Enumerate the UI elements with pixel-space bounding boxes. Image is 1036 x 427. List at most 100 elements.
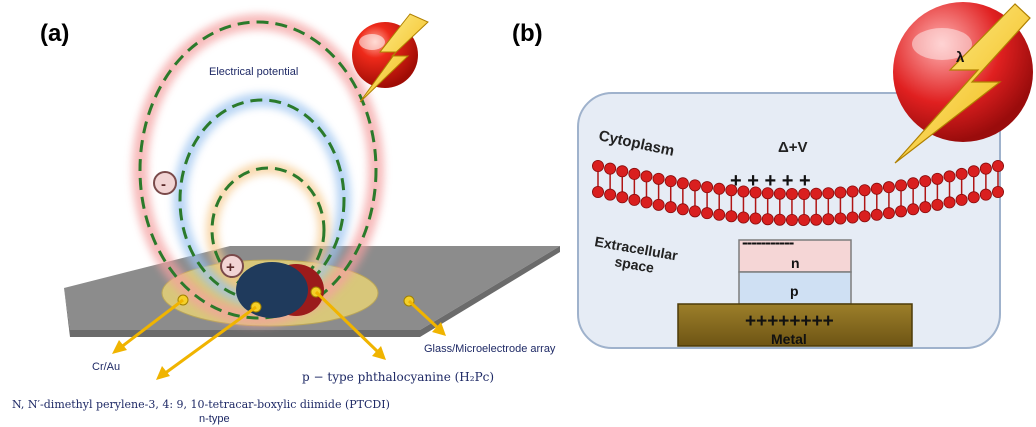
lipid-head xyxy=(676,177,689,190)
p-layer xyxy=(738,271,852,305)
ntype-label: n-type xyxy=(199,413,230,425)
lipid-head xyxy=(749,186,762,199)
lipid-head xyxy=(725,210,738,223)
lipid-head xyxy=(737,211,750,224)
n-layer xyxy=(738,239,852,273)
lipid-head xyxy=(592,159,605,172)
lightning-icon xyxy=(352,13,429,103)
lipid-head xyxy=(773,187,786,200)
lipid-head xyxy=(834,186,847,199)
lipid-head xyxy=(798,187,811,200)
cr-au-label: Cr/Au xyxy=(92,361,120,373)
metal-label: Metal xyxy=(771,331,807,347)
lipid-head xyxy=(810,187,823,200)
lipid-head xyxy=(919,175,932,188)
lipid-head xyxy=(749,212,762,225)
lipid-head xyxy=(979,188,992,201)
lipid-head xyxy=(931,198,944,211)
callout-arrows xyxy=(112,290,446,380)
lipid-head xyxy=(652,172,665,185)
metal-plus-charges: ++++++++ xyxy=(745,311,834,332)
lipid-head xyxy=(701,207,714,220)
lipid-head xyxy=(967,191,980,204)
n-minus-charges: ----------- xyxy=(742,233,794,252)
lipid-head xyxy=(919,201,932,214)
lipid-head xyxy=(870,182,883,195)
lipid-head xyxy=(895,179,908,192)
panel-a xyxy=(64,13,560,380)
lipid-head xyxy=(628,193,641,206)
lipid-head xyxy=(604,188,617,201)
lipid-head xyxy=(652,198,665,211)
lipid-head xyxy=(616,191,629,204)
electrical-potential-label: Electrical potential xyxy=(209,66,298,78)
lipid-head xyxy=(931,172,944,185)
potential-ring-outer xyxy=(138,20,378,320)
delta-v-label: Δ+V xyxy=(778,139,808,156)
glass-label: Glass/Microelectrode array xyxy=(424,343,556,355)
lipid-head xyxy=(992,185,1005,198)
lipid-head xyxy=(798,213,811,226)
lipid-head xyxy=(955,193,968,206)
lipid-head xyxy=(858,210,871,223)
lipid-head xyxy=(713,182,726,195)
lipid-head xyxy=(701,181,714,194)
lipid-head xyxy=(907,203,920,216)
light-icon xyxy=(893,2,1033,164)
lipid-head xyxy=(967,165,980,178)
lipid-head xyxy=(713,208,726,221)
lipid-head xyxy=(725,184,738,197)
lipid-bilayer xyxy=(592,159,1005,226)
metal-electrode xyxy=(677,303,913,347)
lipid-head xyxy=(955,167,968,180)
lipid-head xyxy=(810,213,823,226)
lipid-head xyxy=(834,212,847,225)
lipid-head xyxy=(895,205,908,218)
lipid-head xyxy=(688,205,701,218)
lipid-head xyxy=(664,201,677,214)
panel-b xyxy=(577,2,1033,349)
lipid-head xyxy=(773,213,786,226)
membrane-plus-charges: + + + + + xyxy=(730,170,811,192)
lipid-head xyxy=(870,208,883,221)
lipid-head xyxy=(882,207,895,220)
lipid-head xyxy=(640,196,653,209)
plus-sign: + xyxy=(226,259,235,276)
lipid-head xyxy=(822,213,835,226)
potential-ring-inner xyxy=(210,166,326,294)
panel-a-label: (a) xyxy=(40,20,69,47)
lipid-head xyxy=(761,187,774,200)
plus-charge-icon xyxy=(220,254,244,278)
ptcdi-label: N, N′-dimethyl perylene-3, 4: 9, 10-tetr… xyxy=(12,398,390,411)
lipid-head xyxy=(846,211,859,224)
n-label: n xyxy=(791,255,800,271)
lipid-head xyxy=(688,179,701,192)
panel-b-label: (b) xyxy=(512,20,543,47)
lipid-head xyxy=(943,170,956,183)
lipid-head xyxy=(604,162,617,175)
lipid-head xyxy=(676,203,689,216)
lipid-head xyxy=(846,185,859,198)
minus-charge-icon xyxy=(153,171,177,195)
extracellular-label-2: space xyxy=(613,253,655,276)
minus-sign: - xyxy=(161,176,166,193)
lipid-head xyxy=(592,185,605,198)
lipid-head xyxy=(664,175,677,188)
lipid-head xyxy=(616,165,629,178)
h2pc-label: p − type phthalocyanine (H₂Pc) xyxy=(302,370,494,384)
lipid-head xyxy=(979,162,992,175)
lipid-head xyxy=(882,181,895,194)
pc-layer xyxy=(236,262,308,318)
lambda-label: λ xyxy=(956,49,965,66)
lipid-head xyxy=(822,187,835,200)
lipid-head xyxy=(761,213,774,226)
lipid-head xyxy=(943,196,956,209)
lipid-head xyxy=(992,159,1005,172)
lipid-head xyxy=(628,167,641,180)
lipid-head xyxy=(858,184,871,197)
lipid-head xyxy=(737,185,750,198)
p-label: p xyxy=(790,283,799,299)
lipid-head xyxy=(785,213,798,226)
lipid-head xyxy=(907,177,920,190)
